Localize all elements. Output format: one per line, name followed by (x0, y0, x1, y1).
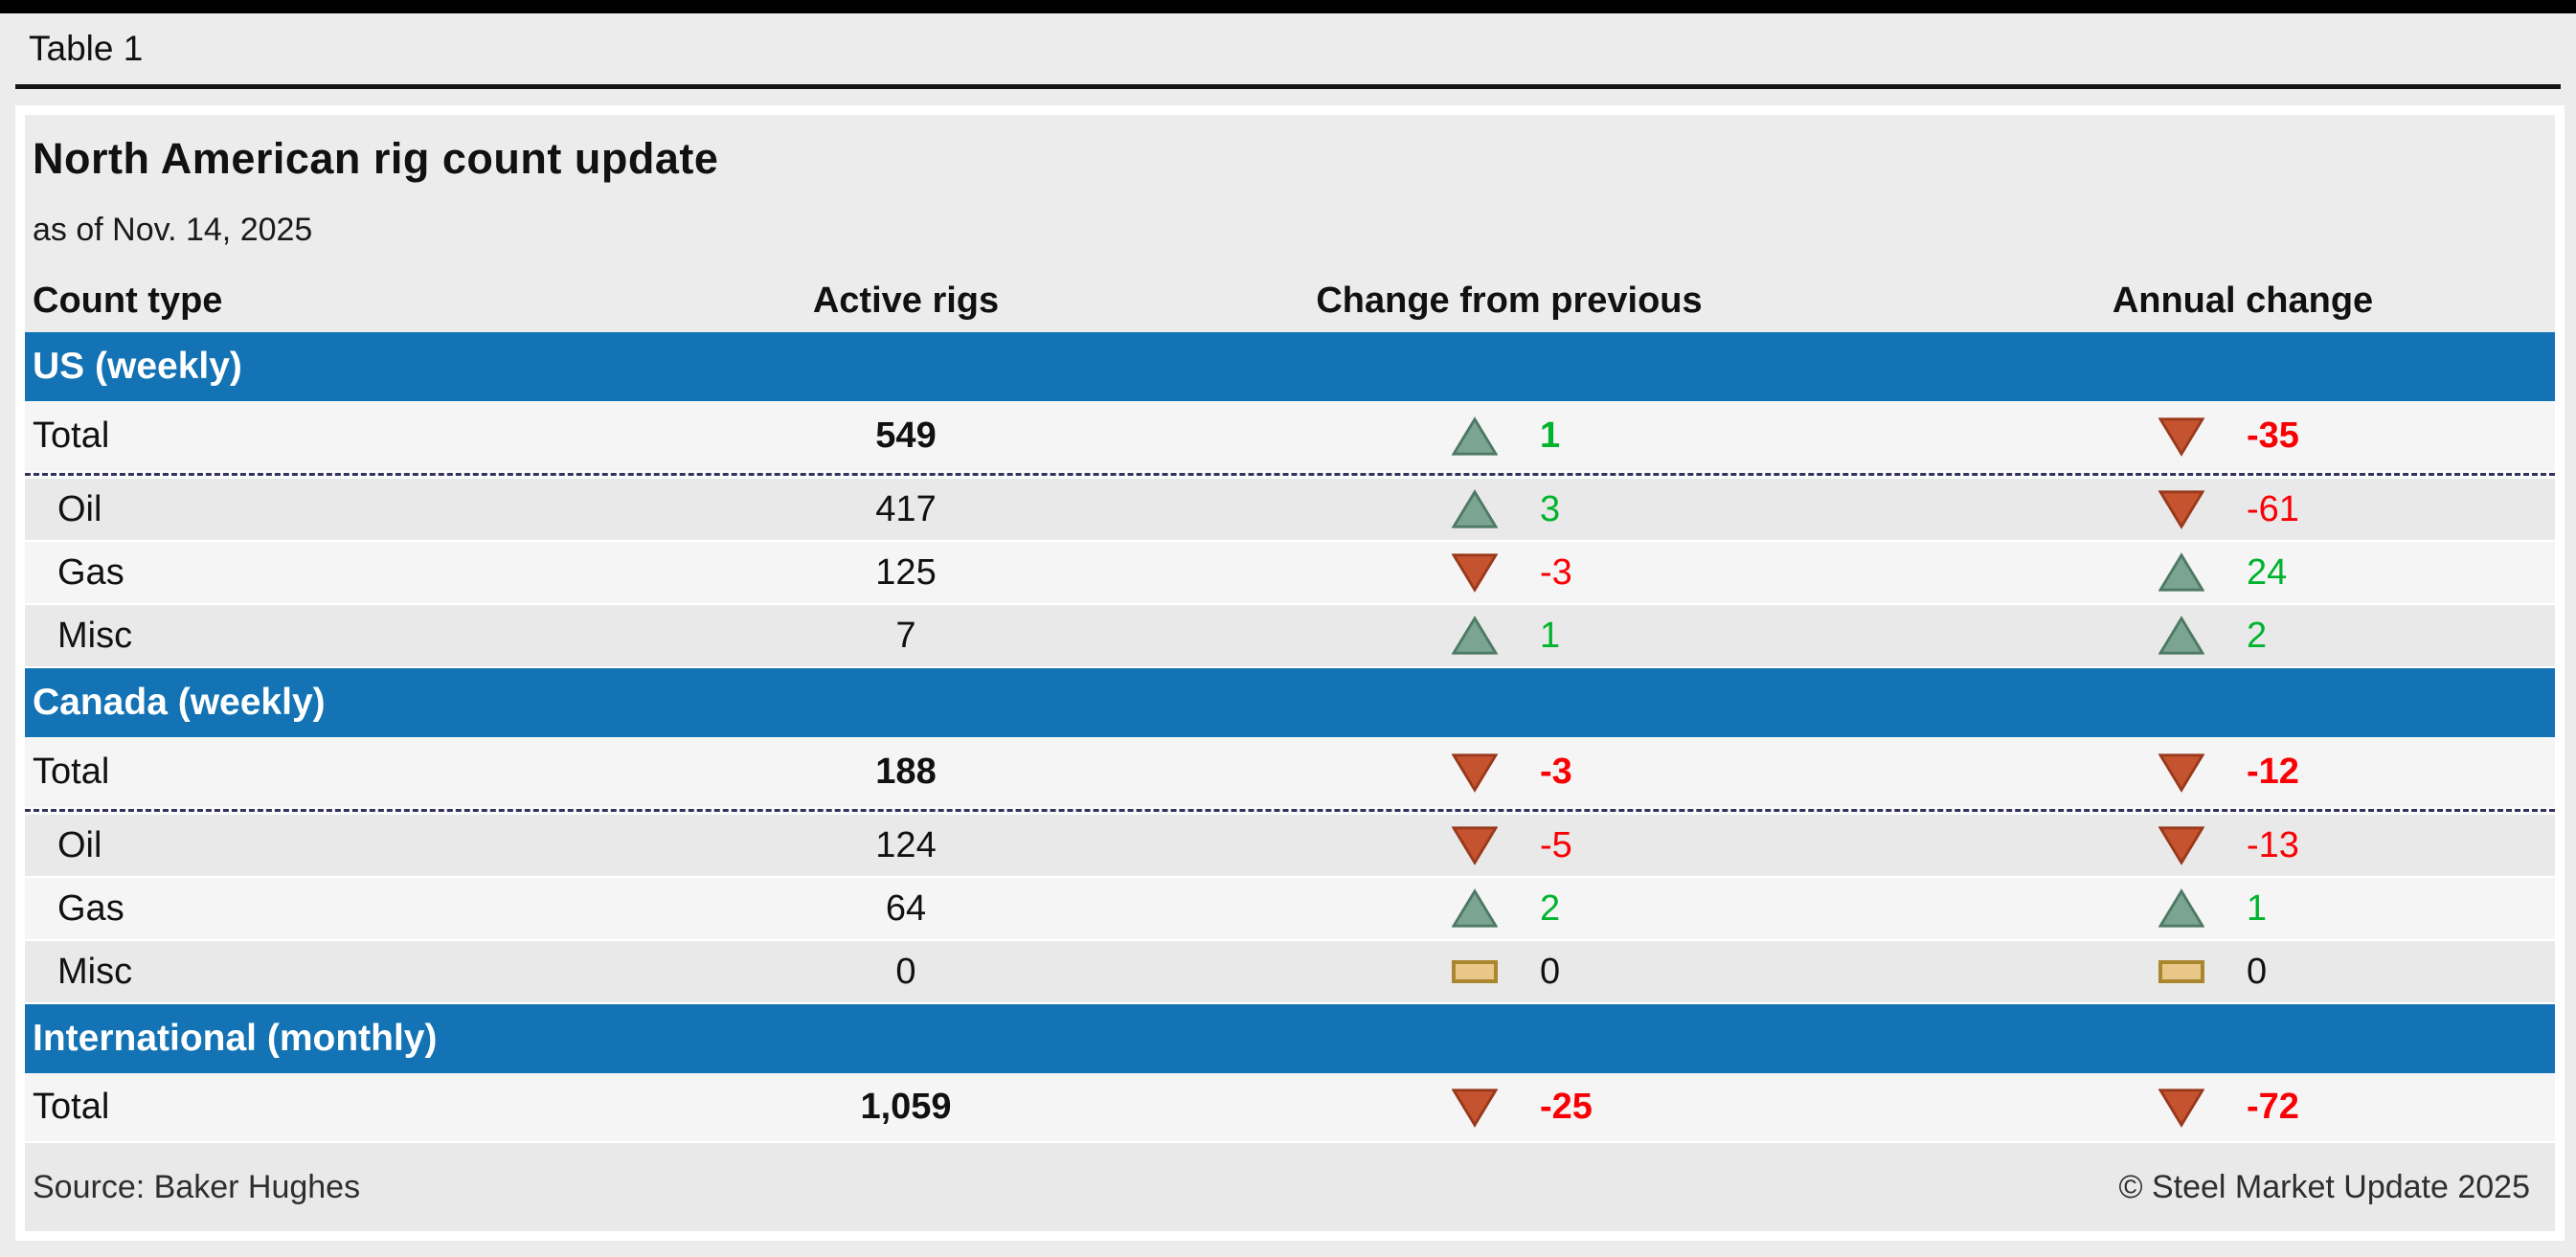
section-band-canada: Canada (weekly) (25, 668, 2555, 737)
active-rigs-value: 125 (875, 551, 937, 593)
table-row: Total 1,059 -25 -72 (25, 1073, 2555, 1143)
annual-change-value: -13 (2247, 824, 2299, 865)
annual-change-value: 2 (2247, 615, 2268, 656)
table-row: Oil 417 3 -61 (25, 479, 2555, 542)
row-label: Total (33, 415, 110, 456)
table-row: Misc 7 1 2 (25, 605, 2555, 668)
column-header-count-type: Count type (33, 281, 223, 321)
down-arrow-icon (1452, 1088, 1498, 1128)
change-prev-value: -3 (1540, 752, 1572, 792)
active-rigs-value: 549 (875, 415, 937, 456)
up-arrow-icon (1452, 489, 1498, 529)
active-rigs-value: 188 (875, 752, 937, 792)
change-prev-value: -25 (1540, 1087, 1593, 1127)
up-arrow-icon (1452, 415, 1498, 457)
active-rigs-value: 124 (875, 824, 937, 865)
annual-change-value: -72 (2247, 1087, 2299, 1127)
down-arrow-icon (1452, 825, 1498, 865)
row-label: Total (33, 1087, 110, 1127)
change-prev-value: 0 (1540, 951, 1561, 992)
up-arrow-icon (2158, 616, 2204, 656)
table-number-label: Table 1 (29, 29, 144, 68)
table-row: Total 188 -3 -12 (25, 737, 2555, 807)
row-label: Total (33, 752, 110, 792)
active-rigs-value: 0 (895, 951, 916, 992)
column-header-change-prev: Change from previous (1316, 281, 1703, 321)
column-header-active-rigs: Active rigs (812, 281, 1000, 321)
table-row: Total 549 1 -35 (25, 401, 2555, 471)
table-row: Misc 0 0 0 (25, 941, 2555, 1004)
row-label: Oil (57, 824, 102, 865)
up-arrow-icon (2158, 552, 2204, 593)
up-arrow-icon (1452, 888, 1498, 929)
tab-strip: Table 1 (0, 13, 2576, 84)
header-rule (15, 84, 2561, 89)
top-black-bar (0, 0, 2576, 13)
annual-change-value: -12 (2247, 752, 2299, 792)
table-row: Gas 64 2 1 (25, 878, 2555, 941)
annual-change-value: -35 (2247, 415, 2299, 456)
row-label: Gas (57, 887, 124, 929)
column-header-row: Count type Active rigs Change from previ… (25, 272, 2555, 327)
table-row: Oil 124 -5 -13 (25, 815, 2555, 878)
row-label: Gas (57, 551, 124, 593)
annual-change-value: 24 (2247, 551, 2288, 593)
down-arrow-icon (1452, 552, 1498, 593)
down-arrow-icon (2158, 1088, 2204, 1128)
dashed-divider (25, 807, 2555, 815)
change-prev-value: 2 (1540, 887, 1561, 929)
active-rigs-value: 64 (885, 887, 927, 929)
table-row: Gas 125 -3 24 (25, 542, 2555, 605)
down-arrow-icon (1452, 752, 1498, 793)
down-arrow-icon (2158, 825, 2204, 865)
active-rigs-value: 1,059 (860, 1087, 952, 1127)
column-header-annual-change: Annual change (2112, 281, 2374, 321)
up-arrow-icon (2158, 888, 2204, 929)
dashed-divider (25, 471, 2555, 479)
copyright-note: © Steel Market Update 2025 (2118, 1168, 2530, 1205)
change-prev-value: -3 (1540, 551, 1572, 593)
table-footer: Source: Baker Hughes © Steel Market Upda… (25, 1143, 2555, 1231)
page-title: North American rig count update (33, 134, 719, 183)
down-arrow-icon (2158, 489, 2204, 529)
flat-dash-icon (2158, 960, 2204, 983)
table-panel: North American rig count update as of No… (15, 105, 2565, 1241)
down-arrow-icon (2158, 752, 2204, 793)
active-rigs-value: 417 (875, 488, 937, 529)
flat-dash-icon (1452, 960, 1498, 983)
section-band-international: International (monthly) (25, 1004, 2555, 1073)
row-label: Misc (57, 615, 133, 656)
source-note: Source: Baker Hughes (33, 1168, 361, 1205)
row-label: Misc (57, 951, 133, 992)
change-prev-value: 3 (1540, 488, 1561, 529)
up-arrow-icon (1452, 616, 1498, 656)
down-arrow-icon (2158, 416, 2204, 457)
annual-change-value: 1 (2247, 887, 2268, 929)
annual-change-value: 0 (2247, 951, 2268, 992)
row-label: Oil (57, 488, 102, 529)
change-prev-value: 1 (1540, 415, 1561, 456)
change-prev-value: 1 (1540, 615, 1561, 656)
section-band-us: US (weekly) (25, 332, 2555, 401)
annual-change-value: -61 (2247, 488, 2299, 529)
active-rigs-value: 7 (895, 615, 916, 656)
change-prev-value: -5 (1540, 824, 1572, 865)
as-of-date: as of Nov. 14, 2025 (33, 212, 313, 248)
